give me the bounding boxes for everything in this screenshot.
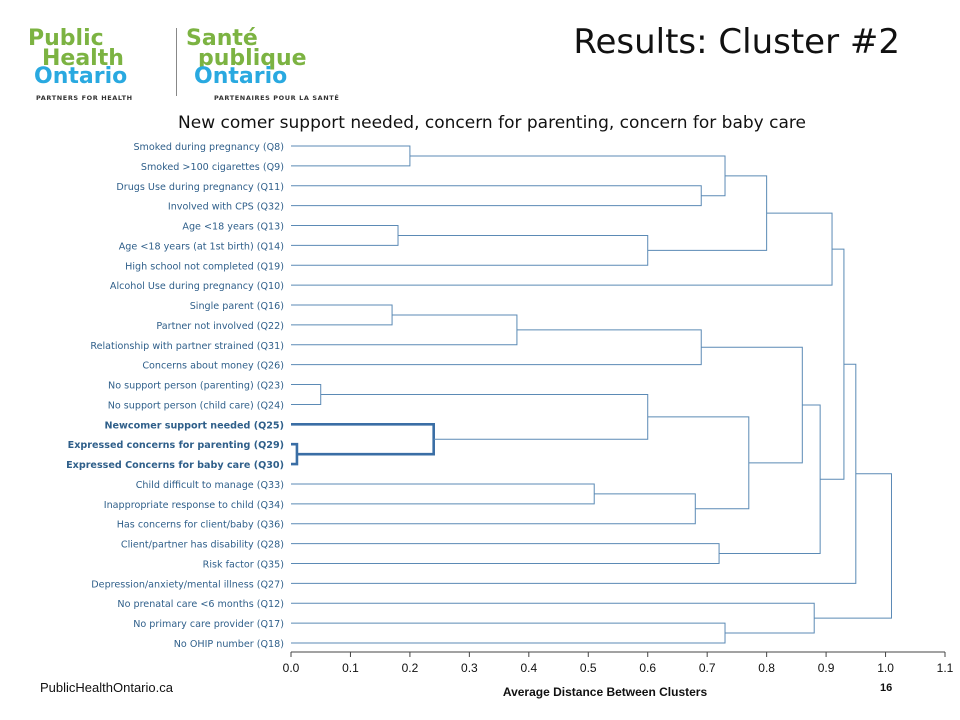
leaf-label: Newcomer support needed (Q25) [105, 420, 284, 431]
dendrogram-link [291, 602, 815, 634]
dendrogram-link [291, 384, 322, 405]
x-tick-label: 0.2 [402, 661, 419, 675]
dendrogram-link [320, 394, 649, 440]
dendrogram-link [814, 473, 892, 619]
dendrogram-link [291, 442, 299, 466]
dendrogram-link [701, 346, 803, 464]
x-tick-label: 0.6 [639, 661, 656, 675]
leaf-label: Client/partner has disability (Q28) [121, 540, 284, 551]
leaf-label: Age <18 years (Q13) [182, 222, 284, 233]
logo-en-line1: Public [28, 26, 104, 51]
public-health-ontario-logo: Public Health Ontario PARTNERS FOR HEALT… [28, 24, 348, 104]
leaf-label: Smoked >100 cigarettes (Q9) [141, 162, 284, 173]
dendrogram-link [291, 483, 595, 505]
leaf-label: No support person (parenting) (Q23) [108, 381, 284, 392]
leaf-label: Age <18 years (at 1st birth) (Q14) [119, 241, 284, 252]
dendrogram-link [291, 493, 696, 525]
dendrogram-link [291, 212, 833, 286]
chart-title: New comer support needed, concern for pa… [178, 113, 806, 133]
x-tick-label: 1.0 [877, 661, 894, 675]
leaf-label: Drugs Use during pregnancy (Q11) [116, 182, 284, 193]
leaf-label: Alcohol Use during pregnancy (Q10) [110, 281, 284, 292]
leaf-label: Inappropriate response to child (Q34) [104, 500, 284, 511]
footer-url[interactable]: PublicHealthOntario.ca [40, 680, 173, 695]
leaf-label: No primary care provider (Q17) [133, 619, 284, 630]
leaf-label: Child difficult to manage (Q33) [136, 480, 284, 491]
dendrogram-link [291, 543, 720, 564]
slide-title: Results: Cluster #2 [573, 22, 900, 62]
dendrogram-link [291, 234, 649, 266]
x-tick-label: 0.4 [520, 661, 537, 675]
leaf-label: No OHIP number (Q18) [174, 639, 284, 650]
leaf-label: Depression/anxiety/mental illness (Q27) [91, 579, 284, 590]
leaf-label: Involved with CPS (Q32) [168, 202, 284, 213]
leaf-label: High school not completed (Q19) [125, 261, 284, 272]
leaf-label: Expressed Concerns for baby care (Q30) [66, 460, 284, 471]
x-tick-label: 1.1 [937, 661, 954, 675]
dendrogram-link [291, 185, 702, 207]
dendrogram-link [291, 145, 411, 167]
dendrogram-link [291, 363, 857, 584]
dendrogram-link [291, 329, 702, 366]
dendrogram-link [291, 314, 518, 346]
leaf-labels: Smoked during pregnancy (Q8) Smoked >100 … [66, 142, 284, 650]
dendrogram-link [719, 404, 821, 555]
leaf-label: Smoked during pregnancy (Q8) [133, 142, 284, 153]
dendrogram-link [647, 416, 750, 510]
x-axis-label: Average Distance Between Clusters [503, 685, 708, 699]
logo-en-line2: Health [42, 46, 124, 71]
x-axis: 0.0 0.1 0.2 0.3 0.4 0.5 0.6 0.7 0.8 0.9 1.0 1.1 [283, 651, 954, 675]
x-tick-label: 0.9 [818, 661, 835, 675]
leaf-label: Expressed concerns for parenting (Q29) [68, 440, 284, 451]
x-tick-label: 0.1 [342, 661, 359, 675]
leaf-label: Risk factor (Q35) [203, 559, 284, 570]
dendrogram-link [291, 622, 726, 644]
x-tick-label: 0.0 [283, 661, 300, 675]
logo-en-tag: PARTNERS FOR HEALTH [36, 94, 133, 102]
leaf-label: No prenatal care <6 months (Q12) [117, 599, 284, 610]
leaf-label: Partner not involved (Q22) [156, 321, 284, 332]
leaf-label: Has concerns for client/baby (Q36) [117, 520, 284, 531]
leaf-label: Concerns about money (Q26) [142, 361, 284, 372]
x-tick-label: 0.8 [758, 661, 775, 675]
dendrogram-link [647, 175, 768, 251]
logo-en-line3: Ontario [34, 64, 128, 89]
dendrogram-link [820, 248, 845, 480]
logo-fr-line3: Ontario [194, 64, 288, 89]
logo-fr-line2: publique [198, 46, 307, 71]
logo-fr-line1: Santé [186, 26, 258, 51]
dendrogram-link [291, 304, 393, 326]
dendrogram-link [291, 225, 399, 246]
x-tick-label: 0.7 [699, 661, 716, 675]
dendrogram-link [409, 155, 726, 197]
logo-fr-tag: PARTENAIRES POUR LA SANTÉ [214, 94, 340, 102]
dendrogram-links [291, 145, 892, 644]
leaf-label: No support person (child care) (Q24) [108, 400, 284, 411]
x-tick-label: 0.5 [580, 661, 597, 675]
page-number: 16 [880, 682, 893, 694]
leaf-label: Single parent (Q16) [190, 301, 284, 312]
x-tick-label: 0.3 [461, 661, 478, 675]
leaf-label: Relationship with partner strained (Q31) [90, 341, 284, 352]
logo-divider [176, 28, 177, 96]
dendrogram-link [291, 423, 435, 456]
